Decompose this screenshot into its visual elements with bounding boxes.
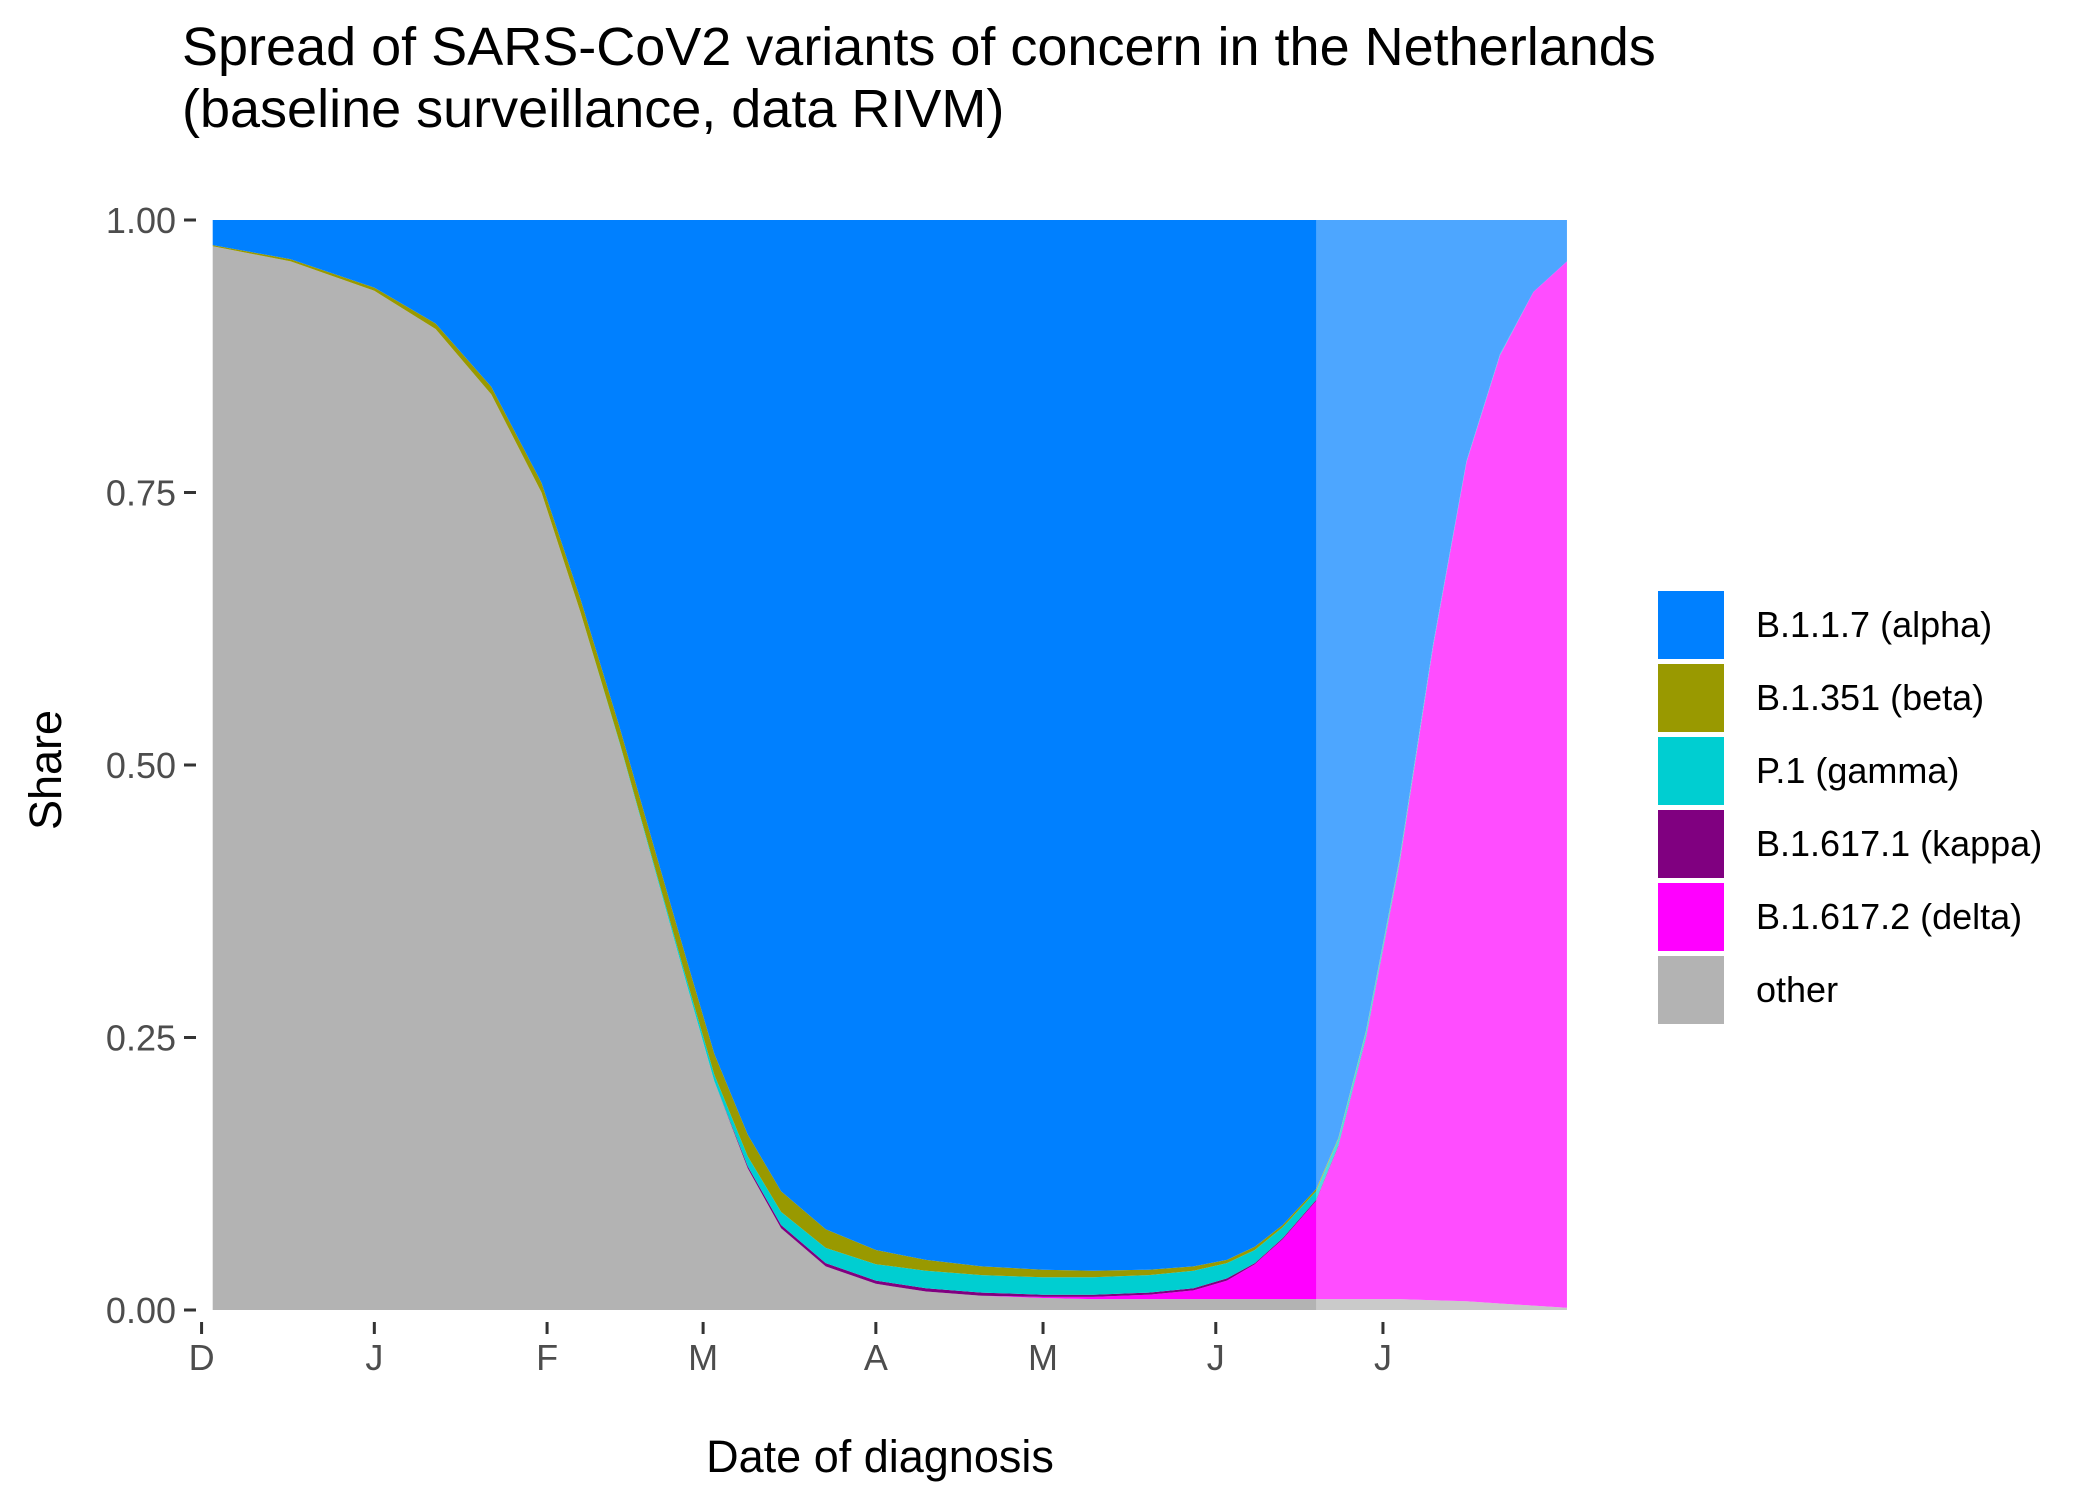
legend-label: other bbox=[1756, 969, 1839, 1010]
legend-key bbox=[1658, 810, 1724, 878]
chart-title-line1: Spread of SARS-CoV2 variants of concern … bbox=[182, 17, 1656, 77]
legend-label: B.1.351 (beta) bbox=[1756, 677, 1985, 718]
x-tick-label: F bbox=[536, 1337, 558, 1378]
y-tick-label: 0.50 bbox=[106, 745, 176, 786]
y-axis-label: Share bbox=[20, 710, 71, 830]
legend-key bbox=[1658, 591, 1724, 659]
x-tick-label: D bbox=[189, 1337, 215, 1378]
x-tick-label: J bbox=[1374, 1337, 1392, 1378]
legend-key bbox=[1658, 956, 1724, 1024]
y-tick-label: 0.25 bbox=[106, 1018, 176, 1059]
x-axis-label: Date of diagnosis bbox=[706, 1431, 1054, 1482]
forecast-shade bbox=[1316, 220, 1567, 1310]
legend-label: B.1.1.7 (alpha) bbox=[1756, 604, 1993, 645]
x-tick-label: J bbox=[1207, 1337, 1225, 1378]
y-tick-label: 1.00 bbox=[106, 200, 176, 241]
area-other bbox=[212, 246, 1567, 1311]
area-layer bbox=[212, 220, 1567, 1311]
chart-title: Spread of SARS-CoV2 variants of concern … bbox=[182, 16, 1656, 140]
x-tick-label: A bbox=[864, 1337, 888, 1378]
x-tick-label: J bbox=[365, 1337, 383, 1378]
area-b-1-617-2 bbox=[212, 246, 1567, 1308]
x-tick-label: M bbox=[688, 1337, 718, 1378]
legend-key bbox=[1658, 664, 1724, 732]
legend-key bbox=[1658, 737, 1724, 805]
legend-label: P.1 (gamma) bbox=[1756, 750, 1960, 791]
area-b-1-1-7 bbox=[212, 220, 1567, 1271]
chart-title-line2: (baseline surveillance, data RIVM) bbox=[182, 79, 1005, 139]
legend-key bbox=[1658, 883, 1724, 951]
legend-label: B.1.617.2 (delta) bbox=[1756, 896, 2023, 937]
x-tick-label: M bbox=[1028, 1337, 1058, 1378]
legend-label: B.1.617.1 (kappa) bbox=[1756, 823, 2043, 864]
axes: 0.00 0.25 0.50 0.75 1.00 D J F M A M J J bbox=[106, 200, 1392, 1378]
y-tick-label: 0.75 bbox=[106, 473, 176, 514]
y-tick-label: 0.00 bbox=[106, 1290, 176, 1331]
